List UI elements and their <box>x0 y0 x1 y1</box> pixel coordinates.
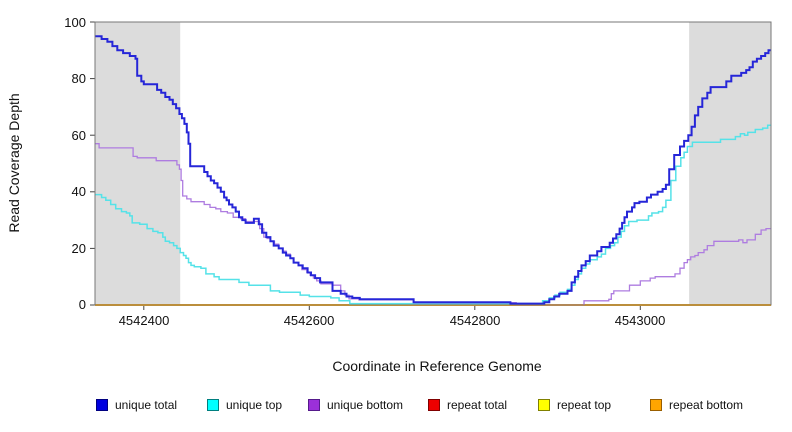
repeat-highlight-region <box>689 22 771 305</box>
legend-label: unique top <box>226 398 283 412</box>
repeat-bottom-swatch-icon <box>650 399 662 411</box>
repeat-top-swatch-icon <box>538 399 550 411</box>
legend-label: repeat top <box>557 398 612 412</box>
x-axis-title: Coordinate in Reference Genome <box>332 358 542 374</box>
y-tick-60: 60 <box>71 127 86 143</box>
legend-label: repeat bottom <box>669 398 744 412</box>
y-tick-40: 40 <box>71 184 86 199</box>
legend-label: unique total <box>115 398 178 412</box>
x-tick-4542600: 4542600 <box>283 313 335 328</box>
legend-label: repeat total <box>447 398 508 412</box>
unique-bottom-swatch-icon <box>308 399 320 411</box>
unique-top-swatch-icon <box>207 399 219 411</box>
y-tick-0: 0 <box>78 297 86 312</box>
x-tick-4543000: 4543000 <box>614 313 666 328</box>
series-unique-total <box>95 35 771 305</box>
y-axis-title: Read Coverage Depth <box>6 93 22 233</box>
repeat-total-swatch-icon <box>428 399 440 411</box>
plot-box <box>94 21 772 306</box>
series-unique-top <box>95 124 771 305</box>
legend-label: unique bottom <box>327 398 404 412</box>
x-tick-4542800: 4542800 <box>449 313 501 328</box>
y-tick-80: 80 <box>71 71 86 86</box>
legend-item-repeat-bottom: repeat bottom <box>650 398 743 412</box>
series-unique-bottom <box>95 143 771 306</box>
legend-item-repeat-top: repeat top <box>538 398 611 412</box>
x-tick-4542400: 4542400 <box>118 313 170 328</box>
legend-item-unique-total: unique total <box>96 398 177 412</box>
unique-total-swatch-icon <box>96 399 108 411</box>
legend-item-repeat-total: repeat total <box>428 398 507 412</box>
y-tick-100: 100 <box>64 14 86 30</box>
legend-item-unique-top: unique top <box>207 398 282 412</box>
legend-item-unique-bottom: unique bottom <box>308 398 403 412</box>
y-tick-20: 20 <box>71 240 86 256</box>
